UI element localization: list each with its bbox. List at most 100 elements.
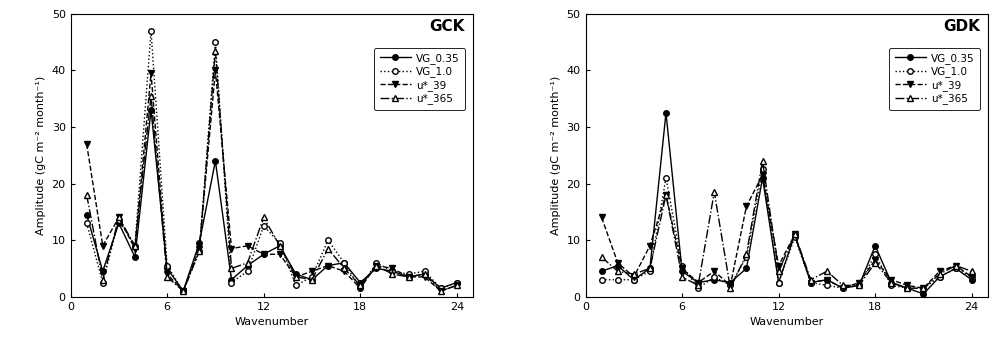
u*_365 xyxy=(628,272,640,276)
VG_0.35 xyxy=(612,264,624,268)
VG_0.35 xyxy=(81,213,93,217)
VG_1.0 xyxy=(113,218,125,223)
u*_39 xyxy=(709,269,721,273)
VG_1.0 xyxy=(821,283,833,287)
u*_365 xyxy=(837,283,849,287)
VG_0.35 xyxy=(402,275,414,279)
u*_365 xyxy=(258,215,270,219)
VG_1.0 xyxy=(322,238,334,242)
u*_365 xyxy=(290,275,302,279)
u*_39 xyxy=(161,272,173,276)
u*_365 xyxy=(596,255,608,259)
u*_39 xyxy=(226,247,238,251)
VG_1.0 xyxy=(194,249,206,254)
VG_1.0 xyxy=(418,269,430,273)
u*_365 xyxy=(756,159,768,163)
u*_365 xyxy=(418,272,430,276)
VG_1.0 xyxy=(788,235,800,239)
VG_0.35 xyxy=(756,176,768,180)
Y-axis label: Amplitude (gC m⁻² month⁻¹): Amplitude (gC m⁻² month⁻¹) xyxy=(551,76,561,235)
Legend: VG_0.35, VG_1.0, u*_39, u*_365: VG_0.35, VG_1.0, u*_39, u*_365 xyxy=(374,48,465,110)
VG_1.0 xyxy=(290,283,302,287)
u*_365 xyxy=(950,264,962,268)
VG_1.0 xyxy=(81,221,93,225)
VG_1.0 xyxy=(741,255,753,259)
Y-axis label: Amplitude (gC m⁻² month⁻¹): Amplitude (gC m⁻² month⁻¹) xyxy=(36,76,46,235)
VG_0.35 xyxy=(370,266,382,270)
u*_39 xyxy=(258,252,270,256)
VG_1.0 xyxy=(145,29,157,33)
VG_1.0 xyxy=(402,272,414,276)
u*_365 xyxy=(305,278,318,282)
u*_39 xyxy=(81,142,93,146)
u*_39 xyxy=(434,289,447,293)
VG_1.0 xyxy=(692,286,705,290)
VG_0.35 xyxy=(837,286,849,290)
VG_1.0 xyxy=(709,275,721,279)
u*_39 xyxy=(451,283,463,287)
VG_0.35 xyxy=(596,269,608,273)
VG_0.35 xyxy=(725,280,737,285)
VG_1.0 xyxy=(612,278,624,282)
u*_39 xyxy=(418,275,430,279)
u*_365 xyxy=(853,283,865,287)
u*_39 xyxy=(113,215,125,219)
Line: u*_365: u*_365 xyxy=(84,47,461,295)
VG_1.0 xyxy=(869,252,881,256)
Text: GDK: GDK xyxy=(942,19,980,34)
u*_39 xyxy=(725,283,737,287)
VG_0.35 xyxy=(853,283,865,287)
u*_39 xyxy=(612,261,624,265)
u*_365 xyxy=(788,233,800,237)
u*_39 xyxy=(756,173,768,177)
VG_1.0 xyxy=(451,280,463,285)
u*_365 xyxy=(194,249,206,254)
u*_365 xyxy=(885,280,897,285)
u*_39 xyxy=(596,215,608,219)
u*_365 xyxy=(226,266,238,270)
VG_1.0 xyxy=(885,283,897,287)
u*_365 xyxy=(81,193,93,197)
u*_39 xyxy=(386,266,398,270)
VG_1.0 xyxy=(370,261,382,265)
VG_1.0 xyxy=(644,269,656,273)
VG_1.0 xyxy=(853,283,865,287)
VG_0.35 xyxy=(386,269,398,273)
u*_39 xyxy=(644,244,656,248)
VG_0.35 xyxy=(966,278,978,282)
VG_0.35 xyxy=(338,261,350,265)
Text: GCK: GCK xyxy=(429,19,465,34)
u*_39 xyxy=(869,258,881,262)
VG_0.35 xyxy=(709,278,721,282)
VG_0.35 xyxy=(676,269,688,273)
VG_0.35 xyxy=(434,286,447,290)
u*_39 xyxy=(821,278,833,282)
VG_1.0 xyxy=(177,289,190,293)
u*_365 xyxy=(612,269,624,273)
u*_365 xyxy=(370,264,382,268)
VG_0.35 xyxy=(322,264,334,268)
u*_365 xyxy=(917,286,929,290)
VG_0.35 xyxy=(644,266,656,270)
u*_39 xyxy=(338,269,350,273)
u*_39 xyxy=(194,247,206,251)
VG_1.0 xyxy=(434,286,447,290)
VG_0.35 xyxy=(97,269,109,273)
u*_365 xyxy=(451,283,463,287)
VG_0.35 xyxy=(821,278,833,282)
u*_39 xyxy=(322,264,334,268)
VG_0.35 xyxy=(451,280,463,285)
VG_0.35 xyxy=(660,111,672,115)
VG_1.0 xyxy=(258,224,270,228)
VG_0.35 xyxy=(242,264,254,268)
VG_1.0 xyxy=(901,286,913,290)
VG_0.35 xyxy=(305,278,318,282)
VG_1.0 xyxy=(354,286,366,290)
u*_39 xyxy=(305,269,318,273)
VG_1.0 xyxy=(129,244,141,248)
u*_39 xyxy=(692,280,705,285)
VG_1.0 xyxy=(804,280,816,285)
u*_39 xyxy=(788,233,800,237)
VG_1.0 xyxy=(756,167,768,171)
u*_39 xyxy=(370,264,382,268)
